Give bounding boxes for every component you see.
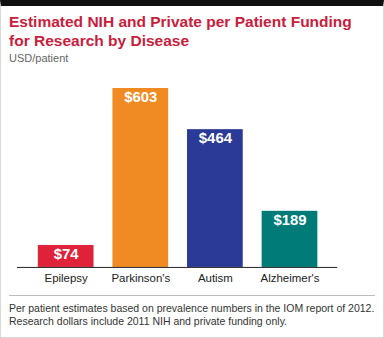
svg-text:$74: $74 [54, 245, 80, 262]
svg-text:Alzheimer's: Alzheimer's [261, 272, 320, 284]
svg-text:$603: $603 [124, 88, 157, 105]
svg-text:Epilepsy: Epilepsy [45, 272, 89, 284]
html-text:Research dollars include 2011: Research dollars include 2011 NIH and pr… [9, 314, 287, 327]
svg-text:Parkinson's: Parkinson's [111, 272, 170, 284]
html-text:Estimated NIH and Private per: Estimated NIH and Private per Patient Fu… [9, 13, 352, 49]
svg-text:$189: $189 [273, 211, 306, 228]
html-text:Per patient estimates based on: Per patient estimates based on prevalenc… [9, 301, 375, 314]
svg-text:$464: $464 [199, 129, 233, 146]
html-text:USD/patient: USD/patient [9, 52, 69, 64]
svg-text:Autism: Autism [198, 272, 233, 284]
